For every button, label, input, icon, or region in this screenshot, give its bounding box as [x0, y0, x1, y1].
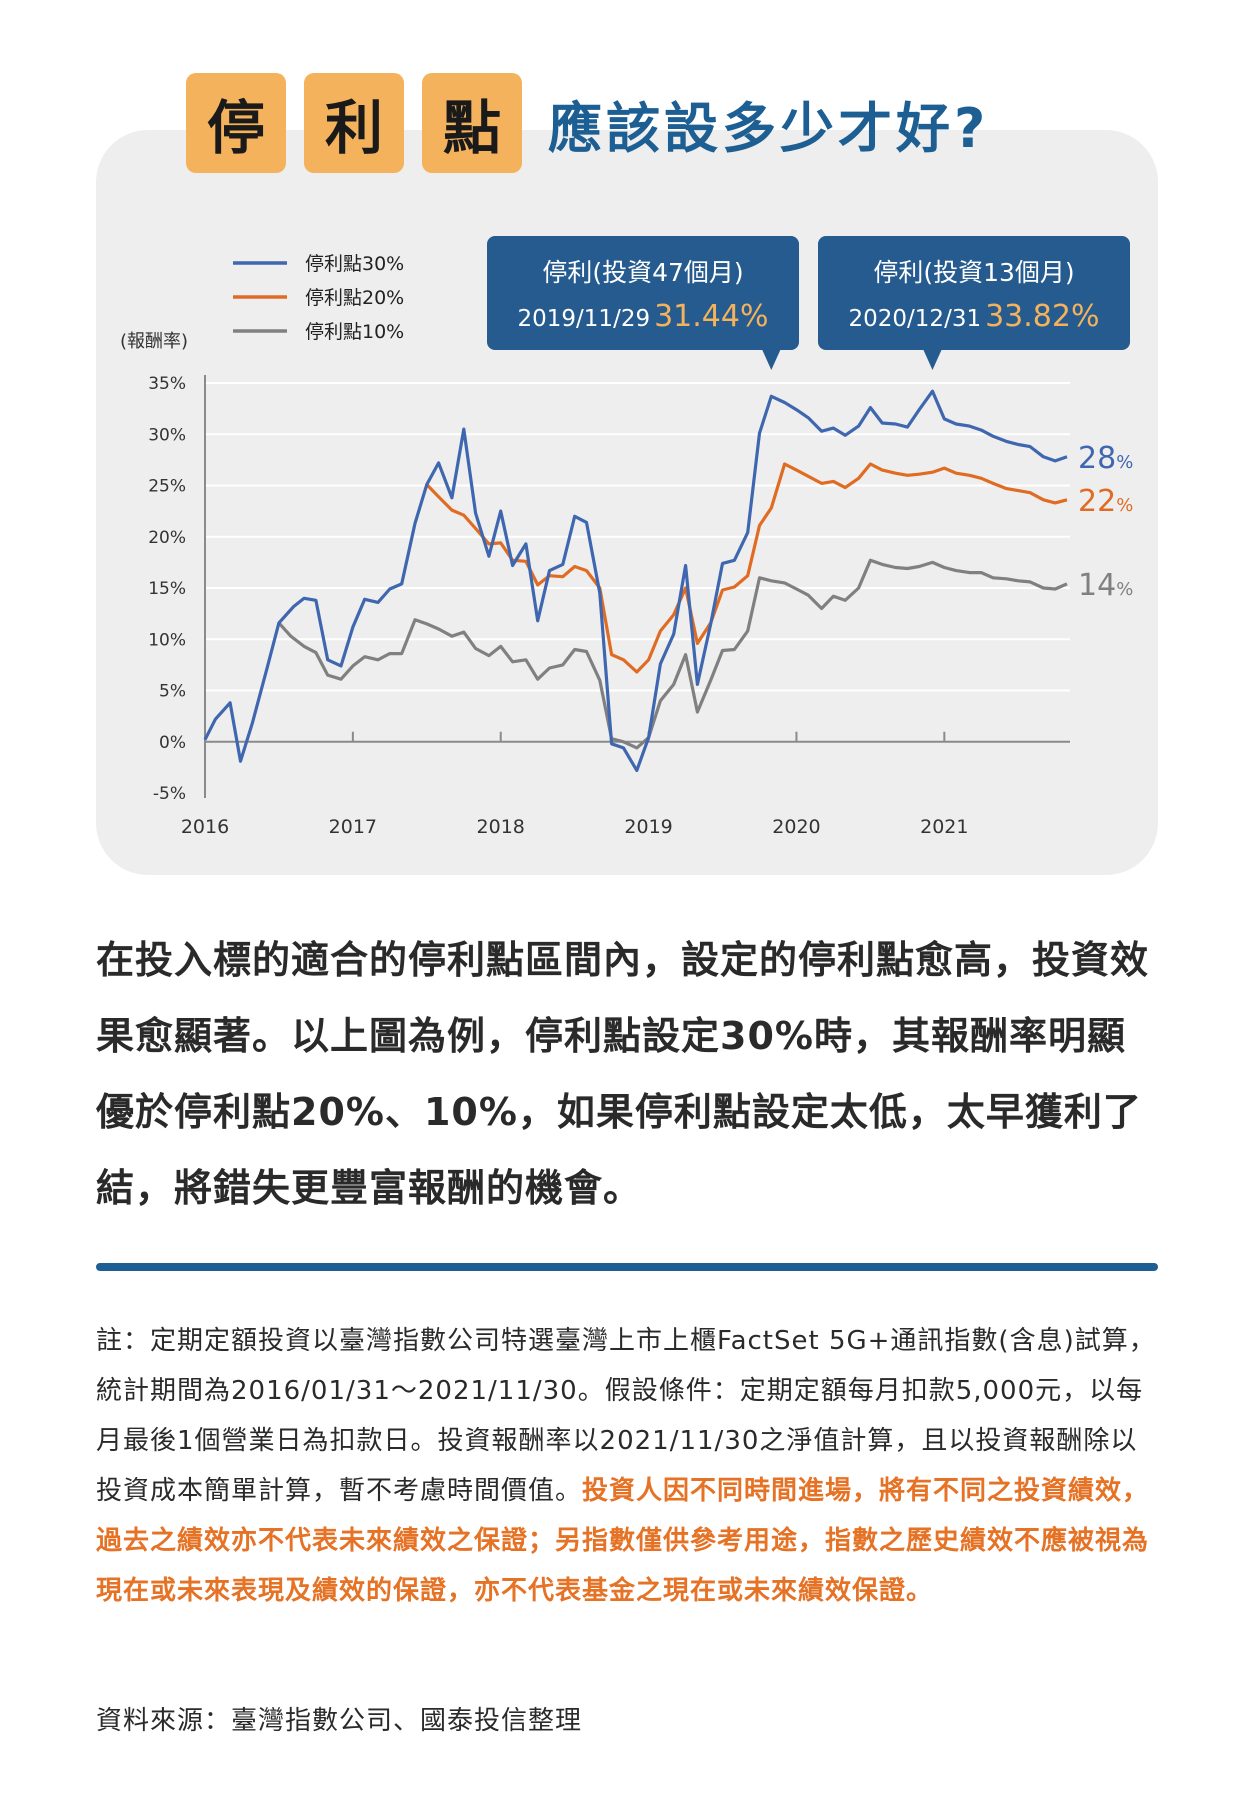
x-tick-label: 2021 [920, 816, 968, 838]
page-title: 停 利 點 應該設多少才好? [186, 72, 989, 174]
end-label-number: 28 [1078, 441, 1116, 476]
callout-box-1 [487, 236, 799, 350]
series-line-3 [277, 558, 1068, 750]
y-tick-label: -5% [153, 784, 186, 804]
callout-pointer-1 [762, 350, 781, 370]
callout-value-line-2: 2020/12/31 33.82% [849, 299, 1100, 334]
legend-label-3: 停利點10% [305, 321, 404, 343]
callout-pointer-2 [923, 350, 942, 370]
body-paragraph: 在投入標的適合的停利點區間內，設定的停利點愈高，投資效果愈顯著。以上圖為例，停利… [96, 938, 1150, 1210]
x-tick-label: 2016 [181, 816, 229, 838]
callout-title-1: 停利(投資47個月) [542, 258, 743, 287]
y-tick-label: 0% [159, 733, 186, 753]
line-chart: (報酬率) 35% 30% 25% 20% 15% 10% 5% 0% -5% 2016 2017 20… [120, 236, 1133, 838]
series-line-1 [203, 389, 1068, 773]
callout-title-2: 停利(投資13個月) [873, 258, 1074, 287]
divider [96, 1263, 1158, 1271]
y-axis-label: (報酬率) [120, 331, 188, 352]
y-tick-label: 25% [148, 477, 186, 497]
x-tick-label: 2019 [624, 816, 672, 838]
x-tick-label: 2017 [329, 816, 377, 838]
footnote-warning: 投資人因不同時間進場，將有不同之投資績效，過去之績效亦不代表未來績效之保證；另指… [96, 1476, 1150, 1606]
x-tick-label: 2018 [477, 816, 525, 838]
end-label-number: 14 [1078, 568, 1116, 603]
end-label-unit: % [1116, 495, 1133, 516]
callout-date: 2020/12/31 [849, 306, 982, 332]
y-tick-label: 30% [148, 425, 186, 445]
y-tick-label: 5% [159, 682, 186, 702]
callout-value-line-1: 2019/11/29 31.44% [518, 299, 769, 334]
series-line-2 [425, 462, 1068, 674]
series-end-label-2: 22% [1078, 484, 1133, 519]
footnote-normal: 註：定期定額投資以臺灣指數公司特選臺灣上市上櫃FactSet 5G+通訊指數(含… [96, 1326, 1156, 1506]
series-end-label-1: 28% [1078, 441, 1133, 476]
callout-box-2 [818, 236, 1130, 350]
legend-label-1: 停利點30% [305, 253, 404, 275]
y-tick-label: 10% [148, 630, 186, 650]
y-tick-label: 20% [148, 528, 186, 548]
title-box-3: 點 [422, 73, 522, 173]
title-rest: 應該設多少才好? [548, 96, 990, 160]
end-label-unit: % [1116, 579, 1133, 600]
data-source: 資料來源：臺灣指數公司、國泰投信整理 [96, 1706, 583, 1736]
callout-value: 33.82% [985, 299, 1099, 334]
callout-date: 2019/11/29 [518, 306, 651, 332]
x-tick-label: 2020 [772, 816, 820, 838]
title-box-1: 停 [186, 73, 286, 173]
series-end-label-3: 14% [1078, 568, 1133, 603]
end-label-number: 22 [1078, 484, 1116, 519]
y-tick-label: 35% [148, 374, 186, 394]
callout-value: 31.44% [654, 299, 768, 334]
title-box-2: 利 [304, 73, 404, 173]
legend-label-2: 停利點20% [305, 287, 404, 309]
end-label-unit: % [1116, 452, 1133, 473]
y-tick-label: 15% [148, 579, 186, 599]
footnote: 註：定期定額投資以臺灣指數公司特選臺灣上市上櫃FactSet 5G+通訊指數(含… [96, 1316, 1162, 1616]
